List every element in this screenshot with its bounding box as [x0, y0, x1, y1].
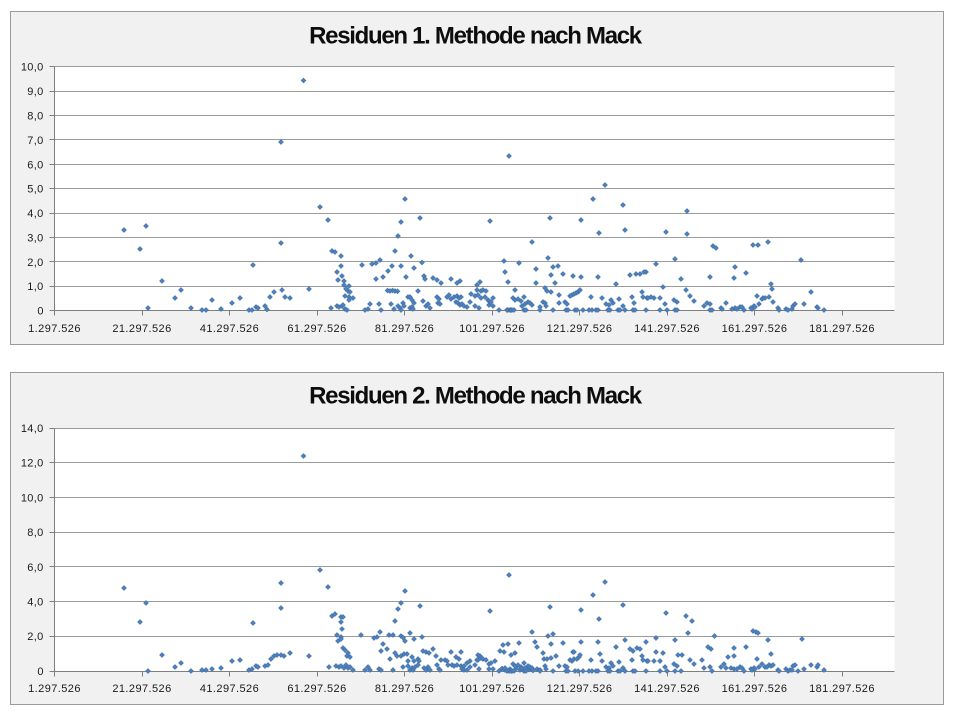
svg-text:10,0: 10,0	[21, 62, 44, 74]
svg-text:121.297.526: 121.297.526	[547, 683, 613, 695]
svg-text:181.297.526: 181.297.526	[809, 683, 875, 695]
svg-text:161.297.526: 161.297.526	[722, 683, 788, 695]
svg-text:141.297.526: 141.297.526	[634, 683, 700, 695]
svg-text:Residuen 2. Methode nach Mack: Residuen 2. Methode nach Mack	[309, 383, 643, 410]
svg-text:0: 0	[37, 666, 43, 678]
svg-text:1.297.526: 1.297.526	[28, 683, 81, 695]
svg-text:14,0: 14,0	[21, 423, 44, 435]
svg-text:41.297.526: 41.297.526	[200, 683, 259, 695]
svg-text:0: 0	[37, 306, 43, 318]
svg-text:81.297.526: 81.297.526	[375, 683, 434, 695]
svg-text:6,0: 6,0	[27, 562, 43, 574]
svg-text:41.297.526: 41.297.526	[200, 323, 259, 335]
svg-text:8,0: 8,0	[27, 111, 43, 123]
svg-text:Residuen 1. Methode nach Mack: Residuen 1. Methode nach Mack	[309, 23, 643, 50]
svg-text:5,0: 5,0	[27, 184, 43, 196]
svg-text:81.297.526: 81.297.526	[375, 323, 434, 335]
svg-text:101.297.526: 101.297.526	[459, 683, 525, 695]
svg-text:4,0: 4,0	[27, 597, 43, 609]
svg-text:181.297.526: 181.297.526	[809, 323, 875, 335]
svg-text:21.297.526: 21.297.526	[112, 683, 171, 695]
svg-text:121.297.526: 121.297.526	[547, 323, 613, 335]
svg-text:21.297.526: 21.297.526	[112, 323, 171, 335]
svg-text:2,0: 2,0	[27, 631, 43, 643]
svg-text:7,0: 7,0	[27, 135, 43, 147]
svg-text:9,0: 9,0	[27, 86, 43, 98]
svg-text:61.297.526: 61.297.526	[287, 323, 346, 335]
svg-text:12,0: 12,0	[21, 458, 44, 470]
svg-text:4,0: 4,0	[27, 208, 43, 220]
svg-text:161.297.526: 161.297.526	[722, 323, 788, 335]
svg-text:10,0: 10,0	[21, 492, 44, 504]
svg-text:101.297.526: 101.297.526	[459, 323, 525, 335]
svg-text:1,0: 1,0	[27, 281, 43, 293]
svg-text:1.297.526: 1.297.526	[28, 323, 81, 335]
svg-text:141.297.526: 141.297.526	[634, 323, 700, 335]
svg-text:3,0: 3,0	[27, 232, 43, 244]
svg-text:8,0: 8,0	[27, 527, 43, 539]
svg-text:6,0: 6,0	[27, 159, 43, 171]
svg-text:2,0: 2,0	[27, 257, 43, 269]
svg-text:61.297.526: 61.297.526	[287, 683, 346, 695]
